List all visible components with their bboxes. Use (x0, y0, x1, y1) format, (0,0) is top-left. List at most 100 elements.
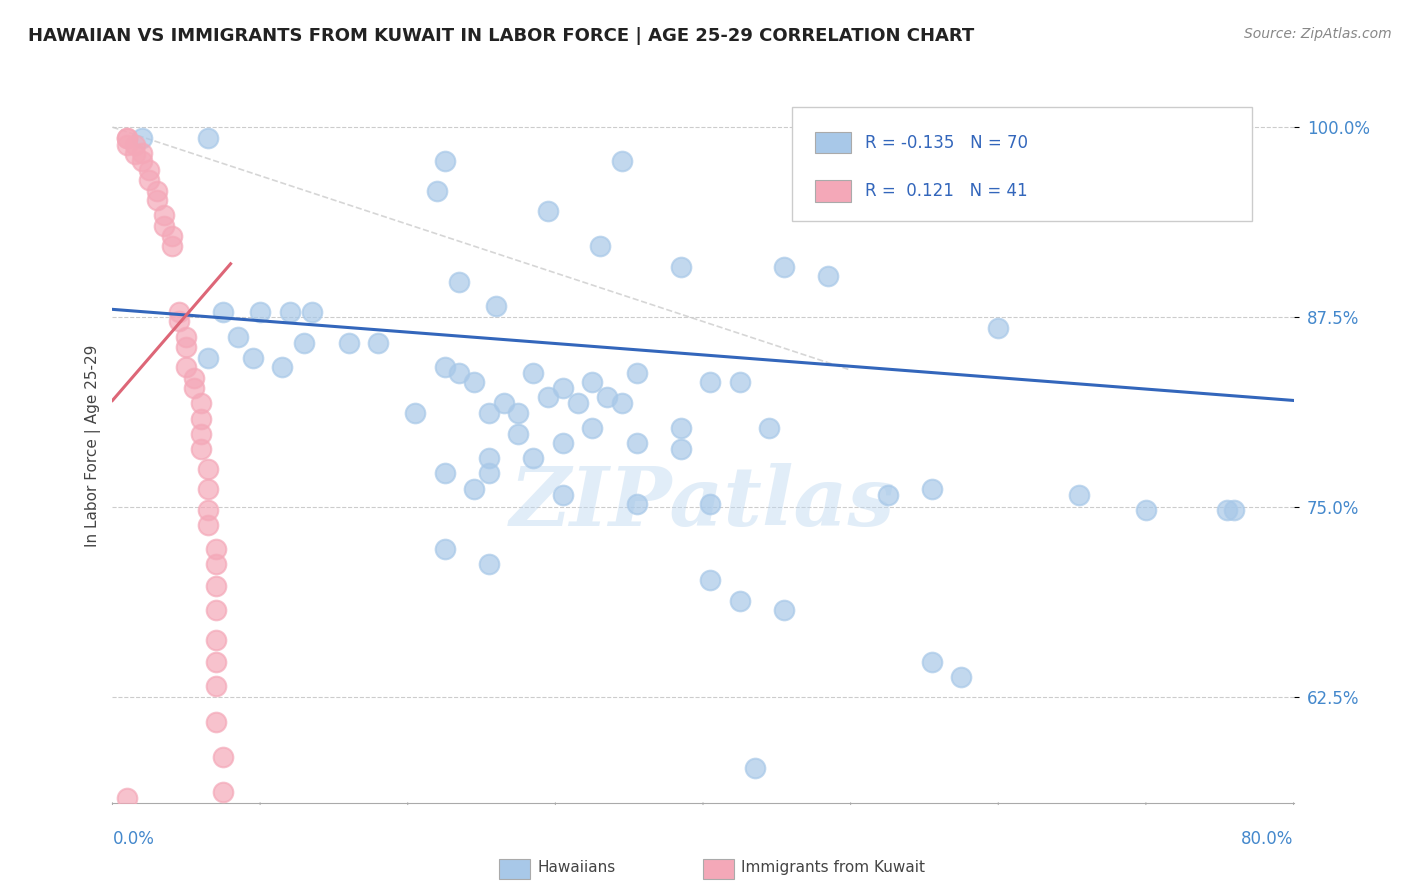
Point (212, 750, 235, 764)
Point (197, 518, 219, 533)
Point (131, 145, 153, 160)
Point (146, 193, 169, 207)
Point (146, 184, 169, 198)
Text: R =  0.121   N = 41: R = 0.121 N = 41 (865, 182, 1028, 200)
Point (1069, 487, 1091, 501)
Point (160, 238, 183, 252)
Point (138, 173, 160, 187)
Point (773, 260, 796, 274)
Point (669, 442, 692, 456)
Point (174, 340, 197, 354)
Point (463, 482, 485, 496)
Point (153, 208, 176, 222)
Point (205, 603, 228, 617)
Point (131, 130, 153, 145)
Point (367, 335, 389, 350)
Text: Immigrants from Kuwait: Immigrants from Kuwait (741, 860, 925, 874)
Point (744, 761, 766, 775)
Point (433, 467, 456, 481)
Y-axis label: In Labor Force | Age 25-29: In Labor Force | Age 25-29 (86, 345, 101, 547)
Point (876, 487, 898, 501)
Point (183, 381, 205, 395)
Point (205, 715, 228, 730)
Point (433, 153, 456, 168)
Point (987, 320, 1010, 334)
Point (921, 655, 943, 669)
Point (242, 351, 264, 365)
Point (212, 305, 235, 319)
Point (610, 153, 633, 168)
Point (205, 558, 228, 572)
Point (167, 314, 190, 328)
Point (197, 482, 219, 496)
Point (626, 366, 648, 380)
Point (522, 366, 544, 380)
Point (537, 391, 560, 405)
Point (626, 436, 648, 450)
Point (728, 376, 751, 390)
Point (212, 785, 235, 799)
Point (478, 467, 501, 481)
Point (626, 497, 648, 511)
Point (124, 138, 146, 153)
Point (950, 670, 973, 684)
Point (596, 391, 619, 405)
Point (292, 335, 315, 350)
Point (728, 594, 751, 608)
Text: Source: ZipAtlas.com: Source: ZipAtlas.com (1244, 27, 1392, 41)
Point (117, 130, 138, 145)
Point (1216, 502, 1239, 516)
Bar (815, 132, 851, 153)
Point (205, 655, 228, 669)
Point (492, 396, 515, 410)
Point (190, 426, 212, 441)
Point (921, 482, 943, 496)
Point (190, 442, 212, 456)
Point (278, 305, 301, 319)
Point (463, 376, 485, 390)
Point (117, 138, 138, 153)
Point (669, 421, 692, 435)
Point (1135, 502, 1157, 516)
Point (1223, 502, 1246, 516)
Point (426, 184, 449, 198)
Point (190, 396, 212, 410)
Point (183, 370, 205, 384)
Point (537, 203, 560, 218)
Point (138, 162, 160, 177)
Point (433, 359, 456, 374)
Point (197, 502, 219, 516)
Point (249, 305, 271, 319)
Text: 0.0%: 0.0% (112, 830, 155, 848)
Point (124, 147, 146, 161)
Point (478, 558, 501, 572)
Point (699, 376, 721, 390)
Point (271, 359, 294, 374)
Point (226, 329, 249, 343)
Point (205, 579, 228, 593)
Point (551, 381, 574, 395)
Point (758, 421, 780, 435)
Point (117, 130, 138, 145)
Point (205, 679, 228, 693)
Point (117, 791, 138, 805)
Point (581, 421, 603, 435)
Point (508, 426, 530, 441)
Point (551, 436, 574, 450)
Point (131, 153, 153, 168)
Point (153, 219, 176, 233)
Text: HAWAIIAN VS IMMIGRANTS FROM KUWAIT IN LABOR FORCE | AGE 25-29 CORRELATION CHART: HAWAIIAN VS IMMIGRANTS FROM KUWAIT IN LA… (28, 27, 974, 45)
Text: Hawaiians: Hawaiians (537, 860, 616, 874)
Point (581, 376, 603, 390)
Text: R = -0.135   N = 70: R = -0.135 N = 70 (865, 134, 1028, 152)
Point (522, 451, 544, 466)
Point (567, 396, 589, 410)
Point (197, 462, 219, 476)
Point (449, 366, 471, 380)
Point (551, 487, 574, 501)
Point (337, 335, 360, 350)
Point (301, 305, 323, 319)
Point (174, 359, 197, 374)
Bar (815, 180, 851, 202)
FancyBboxPatch shape (792, 107, 1253, 221)
